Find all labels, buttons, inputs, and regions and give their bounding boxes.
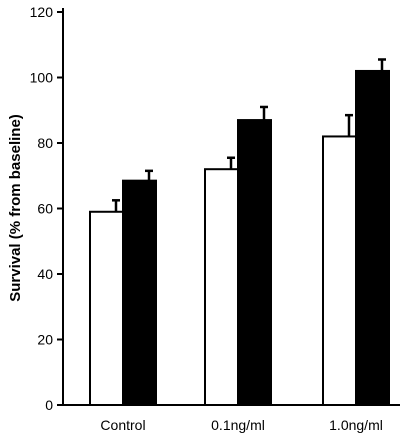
y-tick-label-120: 120	[30, 4, 54, 20]
x-tick-label-10ngml: 1.0ng/ml	[329, 417, 383, 433]
bars-group	[89, 69, 390, 406]
bar-Control-s2	[122, 179, 157, 406]
y-tick-label-80: 80	[37, 135, 53, 151]
x-tick-label-01ngml: 0.1ng/ml	[211, 417, 265, 433]
y-axis-label: Survival (% from baseline)	[7, 114, 24, 302]
error-bars-group	[112, 58, 386, 212]
bar-10ngml-s2	[355, 69, 390, 406]
x-tick-label-Control: Control	[100, 417, 145, 433]
bar-10ngml-s1	[322, 135, 357, 406]
y-axis: 0 20 40 60 80 100 120	[30, 4, 64, 413]
y-tick-label-60: 60	[37, 201, 53, 217]
bar-01ngml-s1	[204, 168, 239, 406]
bar-01ngml-s2	[237, 119, 272, 406]
y-tick-label-40: 40	[37, 266, 53, 282]
bar-Control-s1	[89, 210, 124, 406]
y-tick-label-20: 20	[37, 332, 53, 348]
y-tick-label-100: 100	[30, 70, 54, 86]
x-axis: Control 0.1ng/ml 1.0ng/ml	[63, 404, 400, 433]
y-tick-label-0: 0	[45, 397, 53, 413]
